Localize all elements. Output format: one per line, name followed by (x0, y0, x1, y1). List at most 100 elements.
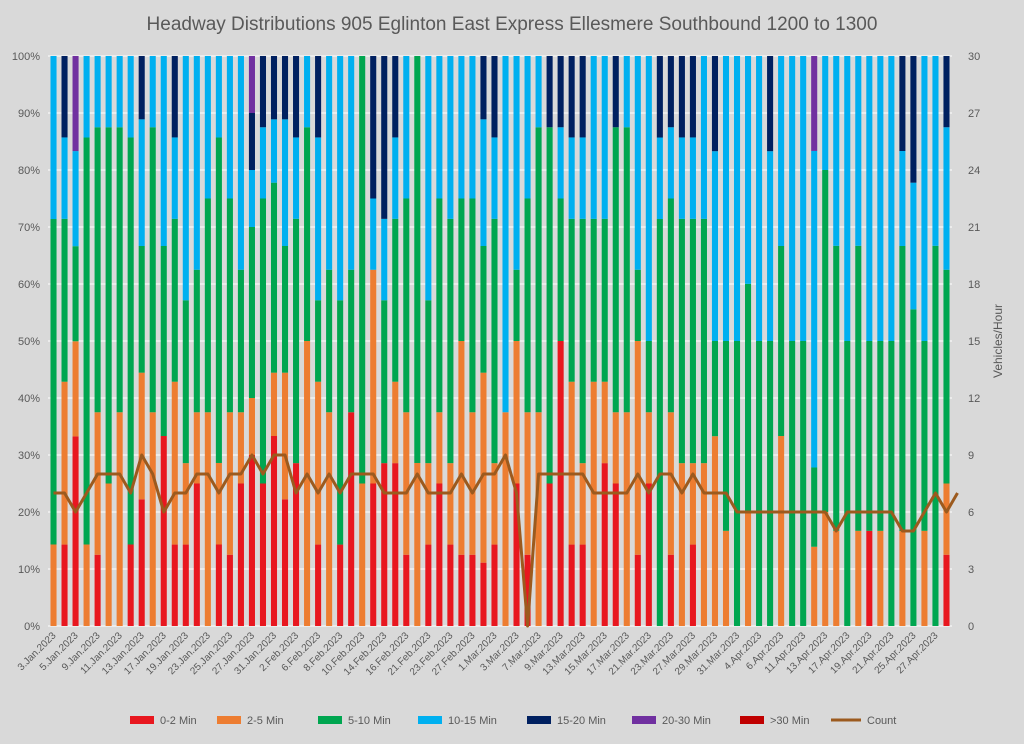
bar-segment (921, 56, 928, 341)
bar-segment (700, 218, 707, 464)
bar-segment (193, 483, 200, 626)
bar-segment (171, 381, 178, 545)
bar-segment (281, 119, 289, 246)
bar-segment (524, 198, 531, 413)
bar-segment (458, 554, 465, 626)
bar-segment (182, 300, 189, 464)
bar-segment (822, 170, 829, 512)
bar-segment (259, 127, 267, 199)
y-tick-label: 0% (24, 621, 40, 633)
bar-segment (348, 412, 355, 626)
bar-segment (105, 483, 112, 626)
bar-segment (50, 219, 57, 545)
bar-segment (491, 463, 498, 545)
bar-segment (689, 137, 696, 219)
bar-segment (447, 544, 454, 626)
bar-segment (105, 127, 112, 484)
bar-segment (436, 56, 443, 199)
bar-segment (513, 269, 520, 341)
bar-segment (348, 269, 355, 413)
bar-segment (711, 56, 719, 152)
bar-segment (656, 56, 663, 138)
legend-swatch (632, 716, 656, 724)
y2-axis-label: Vehicles/Hour (991, 304, 1005, 378)
y2-tick-label: 24 (968, 165, 980, 177)
bar-segment (855, 56, 862, 246)
bar-segment (337, 300, 344, 545)
bar-segment (182, 544, 189, 626)
bar-segment (634, 341, 641, 555)
bar-segment (414, 462, 421, 626)
bar-segment (293, 56, 300, 138)
bar-segment (105, 56, 112, 128)
bar-segment (248, 56, 255, 113)
bar-segment (722, 530, 730, 626)
bar-segment (248, 227, 255, 398)
bar-segment (381, 463, 388, 626)
y2-tick-label: 9 (968, 450, 974, 462)
bar-segment (171, 218, 178, 382)
bar-segment (171, 137, 178, 219)
bar-segment (94, 127, 101, 413)
bar-segment (656, 137, 663, 220)
bar-segment (315, 137, 322, 301)
bar-segment (326, 269, 333, 413)
bar-segment (745, 283, 752, 512)
bar-segment (381, 218, 388, 301)
bar-segment (315, 544, 322, 626)
bar-segment (72, 246, 79, 342)
bar-segment (293, 137, 300, 219)
legend-swatch (740, 716, 764, 724)
y-axis-left: 0% 10% 20% 30% 40% 50% 60% 70% 80% 90% 100% (12, 51, 40, 633)
bar-segment (83, 544, 90, 626)
legend-swatch (418, 716, 442, 724)
bar-segment (61, 218, 68, 382)
bar-segment (623, 127, 630, 413)
bar-segment (789, 341, 796, 626)
y-tick-label: 10% (18, 564, 40, 576)
bar-segment (436, 412, 443, 484)
bar-segment (667, 127, 674, 199)
bar-segment (689, 56, 696, 138)
legend-swatch (130, 716, 154, 724)
legend-label: 0-2 Min (160, 715, 197, 727)
bar-segment (469, 198, 476, 413)
bar-segment (623, 56, 630, 128)
bar-segment (645, 412, 652, 484)
bar-segment (645, 341, 652, 413)
x-axis: 3.Jan.20235.Jan.20239.Jan.202311.Jan.202… (16, 630, 941, 678)
bar-segment (612, 412, 619, 484)
bar-segment (943, 554, 950, 626)
bar-segment (557, 56, 564, 128)
legend-label: Count (867, 715, 896, 727)
bar-segment (237, 56, 244, 270)
bar-segment (403, 198, 410, 413)
bar-segment (259, 198, 267, 484)
bar-segment (656, 219, 663, 626)
bar-segment (601, 218, 608, 382)
bar-segment (304, 127, 311, 341)
bar-segment (337, 56, 344, 301)
bar-segment (557, 127, 564, 199)
bar-segment (304, 56, 311, 128)
bar-segment (733, 341, 741, 626)
bar-segment (877, 56, 884, 341)
count-line (53, 453, 959, 628)
y-tick-label: 50% (18, 336, 40, 348)
bar-segment (689, 218, 696, 464)
y2-tick-label: 18 (968, 279, 980, 291)
bar-segment (535, 412, 542, 626)
bar-segment (215, 462, 222, 545)
bar-segment (392, 463, 399, 626)
legend-swatch (217, 716, 241, 724)
bar-segment (248, 170, 255, 227)
y-tick-label: 30% (18, 450, 40, 462)
chart-title: Headway Distributions 905 Eglinton East … (147, 14, 878, 35)
bar-segment (392, 218, 399, 382)
bar-segment (315, 56, 322, 138)
bar-segment (579, 463, 586, 545)
bar-segment (138, 499, 145, 626)
bar-segment (590, 218, 597, 382)
bar-segment (678, 218, 685, 464)
bar-segment (767, 341, 774, 626)
